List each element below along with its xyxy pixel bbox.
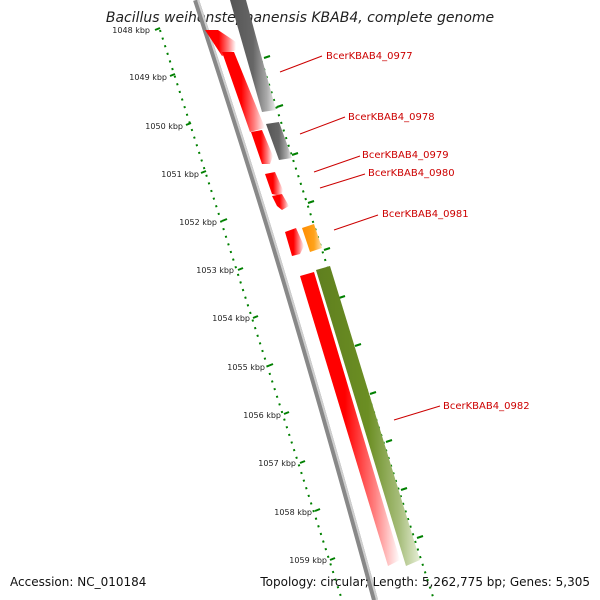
gene-label[interactable]: BcerKBAB4_0982 bbox=[443, 401, 530, 412]
gene-block[interactable] bbox=[285, 228, 304, 256]
gene-block[interactable] bbox=[265, 172, 283, 196]
outer-tick-track bbox=[241, 0, 435, 600]
leader-lines bbox=[279, 55, 441, 421]
kbp-label: 1051 kbp bbox=[161, 170, 199, 179]
gene-block[interactable] bbox=[222, 52, 265, 132]
kbp-label: 1050 kbp bbox=[145, 122, 183, 131]
gene-block[interactable] bbox=[266, 122, 292, 160]
gene-block[interactable] bbox=[302, 224, 322, 252]
gene-label[interactable]: BcerKBAB4_0977 bbox=[326, 51, 413, 62]
gene-block[interactable] bbox=[230, 0, 276, 112]
kbp-label: 1057 kbp bbox=[258, 459, 296, 468]
gene-block[interactable] bbox=[205, 30, 236, 56]
kbp-label: 1048 kbp bbox=[112, 26, 150, 35]
gene-block[interactable] bbox=[272, 194, 289, 210]
accession-text: Accession: NC_010184 bbox=[10, 575, 146, 589]
kbp-label: 1055 kbp bbox=[227, 363, 265, 372]
gene-block[interactable] bbox=[316, 266, 420, 566]
gene-label[interactable]: BcerKBAB4_0979 bbox=[362, 150, 449, 161]
inner-major-ticks bbox=[154, 27, 336, 561]
kbp-label: 1053 kbp bbox=[196, 266, 234, 275]
kbp-label: 1059 kbp bbox=[289, 556, 327, 565]
gene-label[interactable]: BcerKBAB4_0981 bbox=[382, 209, 469, 220]
gene-label[interactable]: BcerKBAB4_0978 bbox=[348, 112, 435, 123]
topology-text: Topology: circular; Length: 5,262,775 bp… bbox=[259, 575, 590, 589]
kbp-label: 1056 kbp bbox=[243, 411, 281, 420]
gene-block[interactable] bbox=[251, 130, 273, 164]
kbp-label: 1049 kbp bbox=[129, 73, 167, 82]
gene-label[interactable]: BcerKBAB4_0980 bbox=[368, 168, 455, 179]
genome-backbone bbox=[193, 0, 378, 600]
outer-major-ticks bbox=[263, 55, 424, 539]
kbp-label: 1058 kbp bbox=[274, 508, 312, 517]
map-title: Bacillus weihenstephanensis KBAB4, compl… bbox=[106, 10, 494, 26]
kbp-label: 1052 kbp bbox=[179, 218, 217, 227]
gene-block[interactable] bbox=[300, 272, 400, 566]
kbp-label: 1054 kbp bbox=[212, 314, 250, 323]
